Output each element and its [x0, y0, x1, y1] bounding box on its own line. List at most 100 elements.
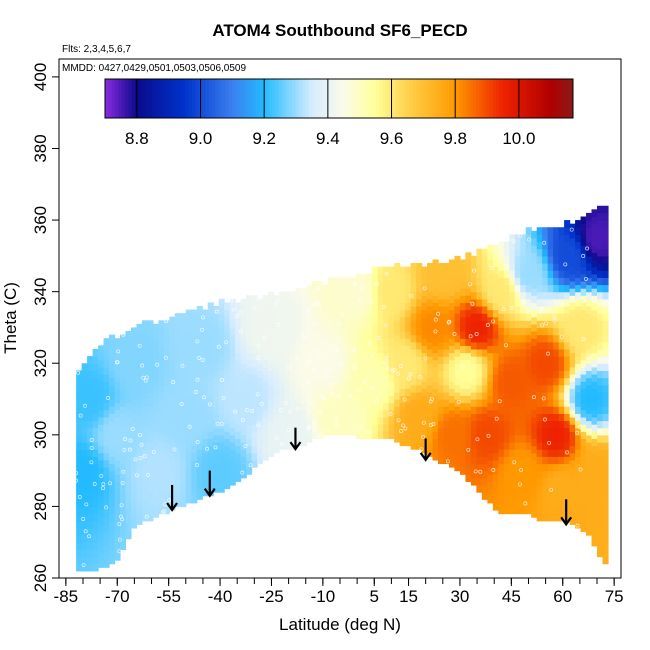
heat-cell — [465, 352, 472, 361]
heat-cell — [470, 477, 477, 486]
heat-cell — [235, 359, 242, 368]
heat-cell — [514, 391, 521, 400]
colorbar-segment — [402, 79, 407, 118]
heat-cell — [213, 391, 220, 400]
heat-cell — [476, 406, 483, 414]
y-tick-label: 320 — [31, 349, 50, 377]
heat-cell — [481, 492, 488, 500]
heat-cell — [169, 331, 176, 339]
heat-cell — [251, 452, 258, 461]
heat-cell — [224, 431, 231, 440]
heat-cell — [235, 309, 242, 318]
heat-cell — [366, 366, 373, 375]
heat-cell — [443, 370, 450, 379]
heat-cell — [235, 381, 242, 389]
colorbar-segment — [332, 79, 337, 118]
heat-cell — [602, 463, 609, 472]
heat-cell — [470, 313, 477, 321]
heat-cell — [284, 313, 291, 321]
heat-cell — [130, 513, 138, 522]
heat-cell — [300, 302, 308, 311]
heat-cell — [487, 409, 494, 418]
heat-cell — [366, 280, 373, 289]
heat-cell — [536, 384, 543, 393]
heat-cell — [333, 356, 340, 364]
heat-cell — [509, 377, 516, 386]
heat-cell — [355, 280, 362, 289]
heat-cell — [487, 252, 494, 261]
heat-cell — [438, 406, 445, 414]
heat-cell — [207, 373, 214, 382]
sample-point — [240, 418, 245, 423]
heat-cell — [438, 391, 445, 400]
heat-cell — [498, 241, 505, 250]
sample-point — [418, 375, 423, 380]
heat-cell — [443, 399, 450, 407]
heat-cell — [185, 459, 192, 468]
colorbar-segment — [546, 79, 551, 118]
heat-cell — [569, 309, 576, 318]
sample-point — [399, 429, 403, 433]
heat-cell — [564, 255, 571, 264]
heat-cell — [262, 373, 269, 382]
sample-point — [213, 445, 218, 450]
colorbar-segment — [208, 79, 213, 118]
heat-cell — [405, 359, 412, 368]
heat-cell — [246, 302, 253, 311]
heat-cell — [163, 320, 170, 329]
sample-point — [580, 366, 585, 371]
heat-cell — [322, 356, 329, 364]
heat-cell — [586, 212, 593, 221]
heat-cell — [257, 441, 264, 450]
heat-cell — [141, 370, 149, 379]
heat-cell — [180, 313, 187, 321]
heat-cell — [240, 313, 247, 321]
heat-cell — [591, 431, 598, 440]
heat-cell — [580, 481, 587, 490]
sample-point — [546, 351, 550, 356]
heat-cell — [163, 363, 170, 371]
heat-cell — [344, 377, 351, 386]
heat-cell — [542, 470, 549, 479]
heat-cell — [268, 363, 275, 371]
heat-cell — [98, 373, 105, 382]
heat-cell — [481, 313, 488, 321]
heat-cell — [443, 420, 450, 429]
heat-cell — [591, 509, 598, 518]
heat-cell — [416, 377, 423, 386]
colorbar-segment — [155, 79, 159, 118]
heat-cell — [328, 384, 335, 393]
heat-cell — [454, 263, 461, 271]
x-tick-label: 30 — [450, 587, 469, 606]
colorbar-segment — [178, 79, 183, 118]
heat-cell — [125, 381, 132, 389]
sample-point — [433, 329, 438, 334]
heat-cell — [580, 524, 587, 533]
heat-cell — [235, 302, 242, 311]
sample-point — [585, 246, 590, 251]
heat-cell — [185, 345, 192, 354]
heat-cell — [481, 356, 488, 364]
heat-cell — [525, 356, 532, 364]
heat-cell — [76, 377, 83, 386]
heat-cell — [120, 391, 127, 400]
heat-cell — [388, 288, 395, 296]
heat-cell — [383, 431, 390, 440]
heat-cell — [525, 484, 532, 493]
heat-cell — [399, 338, 406, 346]
sample-point — [319, 394, 324, 399]
sample-point — [552, 318, 557, 323]
heat-cell — [279, 363, 286, 371]
heat-cell — [520, 506, 527, 515]
heat-cell — [174, 413, 181, 422]
heat-cell — [207, 359, 214, 368]
heat-cell — [246, 431, 253, 440]
heat-cell — [564, 427, 571, 436]
arrow-head — [289, 441, 302, 452]
sample-point — [114, 360, 119, 365]
heat-cell — [87, 463, 94, 472]
heat-cell — [410, 263, 417, 271]
heat-cell — [503, 427, 510, 436]
heat-cell — [520, 241, 527, 250]
x-tick-label: -10 — [311, 587, 336, 606]
